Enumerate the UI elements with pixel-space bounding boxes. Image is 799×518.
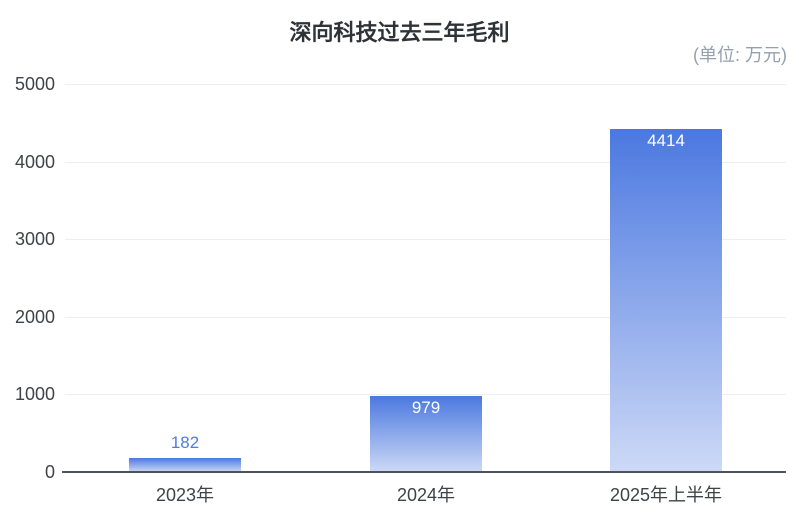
y-axis-tick-label: 2000 (14, 307, 55, 327)
y-axis-tick-label: 1000 (14, 384, 55, 404)
bar-3[interactable] (610, 129, 722, 472)
grid-line (65, 394, 786, 395)
bar-value-label: 979 (411, 398, 441, 417)
y-axis-tick-label: 4000 (14, 152, 55, 172)
y-axis-tick-label: 0 (44, 462, 55, 482)
grid-line (65, 84, 786, 85)
bar-value-label: 4414 (647, 131, 685, 150)
y-axis-tick-label: 5000 (14, 74, 55, 94)
x-axis-tick-label: 2023年 (155, 485, 215, 505)
chart-title: 深向科技过去三年毛利 (289, 20, 510, 45)
bar-1[interactable] (129, 458, 241, 472)
bar-2[interactable] (370, 396, 482, 472)
x-axis-tick-label: 2025年上半年 (609, 485, 723, 505)
x-axis-tick-label: 2024年 (396, 485, 456, 505)
bar-value-label: 182 (170, 433, 200, 452)
grid-line (65, 317, 786, 318)
x-axis-line (62, 471, 786, 473)
grid-line (65, 162, 786, 163)
y-axis-tick-label: 3000 (14, 229, 55, 249)
unit-label: (单位: 万元) (693, 45, 787, 65)
grid-line (65, 239, 786, 240)
